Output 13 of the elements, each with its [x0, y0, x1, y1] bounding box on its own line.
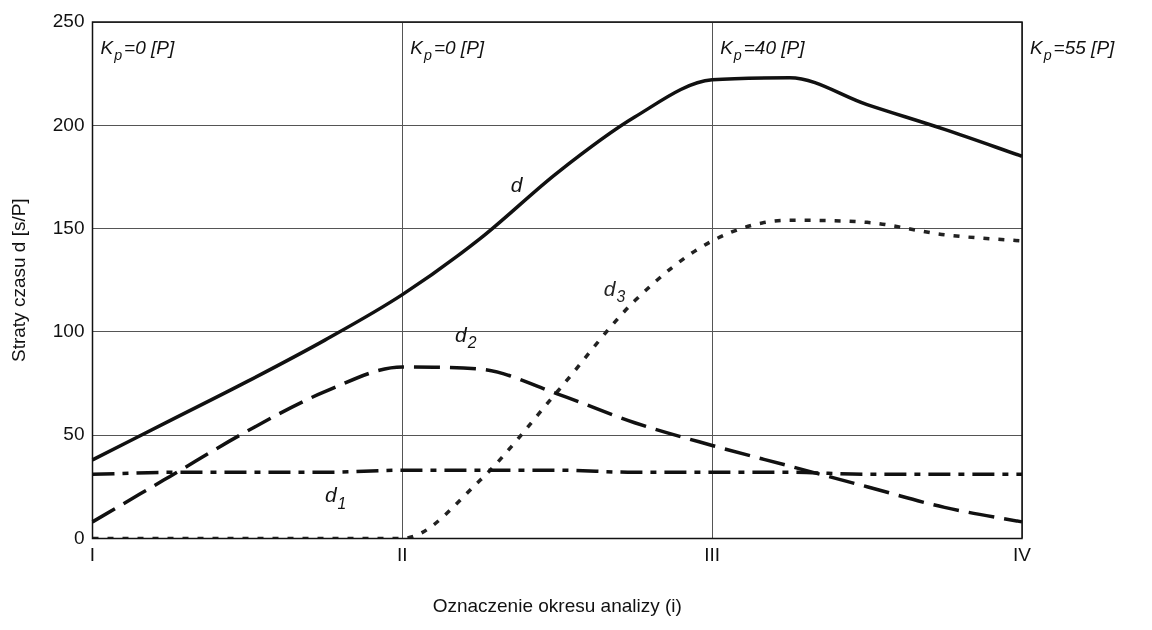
series-label: d: [510, 173, 524, 197]
y-tick-label: 100: [52, 320, 85, 342]
y-tick-label: 250: [52, 10, 85, 32]
x-tick-label: IV: [1013, 544, 1032, 566]
x-axis-title: Oznaczenie okresu analizy (i): [432, 594, 682, 616]
x-tick-label: I: [89, 544, 96, 566]
y-tick-label: 200: [52, 113, 85, 135]
x-tick-label: II: [397, 544, 408, 566]
x-tick-label: III: [704, 544, 721, 566]
y-tick-label: 50: [63, 423, 85, 445]
y-tick-label: 0: [73, 526, 85, 548]
y-tick-label: 150: [52, 216, 85, 238]
y-axis-title: Straty czasu d [s/P]: [7, 198, 29, 363]
